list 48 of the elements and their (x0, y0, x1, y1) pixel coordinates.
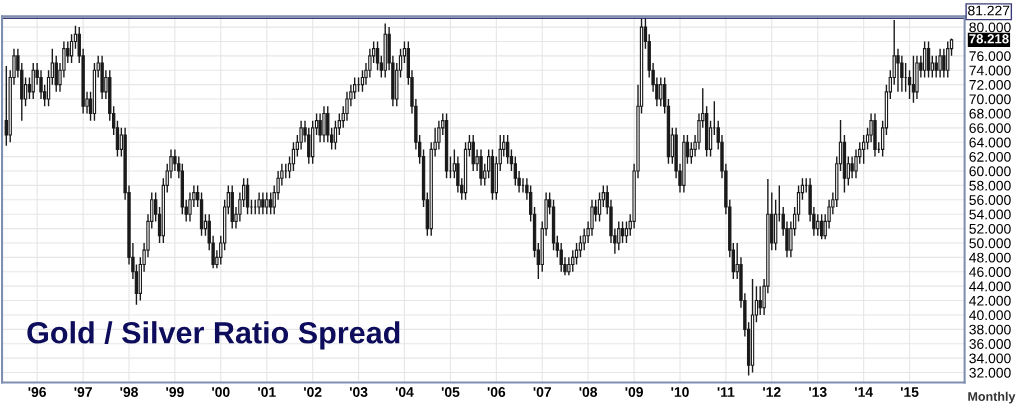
y-tick-label: 32.000 (969, 367, 1011, 378)
x-tick-label: '11 (717, 387, 735, 397)
y-tick-label: 54.000 (969, 209, 1011, 220)
x-tick-label: '04 (395, 387, 414, 397)
y-tick-label: 40.000 (969, 310, 1011, 321)
y-tick-label: 80.000 (969, 22, 1011, 33)
y-tick-label: 76.000 (969, 51, 1011, 62)
x-tick-label: '01 (258, 387, 276, 397)
text: Gold / Silver Ratio Spread (27, 321, 400, 350)
y-tick-label: 64.000 (969, 137, 1011, 148)
x-tick-label: '10 (671, 387, 689, 397)
x-tick-label: '15 (900, 387, 919, 397)
x-tick-label: '08 (579, 387, 598, 397)
x-tick-label: '99 (166, 387, 184, 397)
text: 78.218 (969, 34, 1009, 44)
y-tick-label: 34.000 (969, 353, 1011, 364)
x-tick-label: '05 (441, 387, 460, 397)
y-tick-label: 72.000 (969, 79, 1011, 90)
y-tick-label: 50.000 (969, 238, 1011, 249)
x-tick-label: '96 (28, 387, 46, 397)
y-tick-label: 62.000 (969, 151, 1011, 162)
y-tick-label: 38.000 (969, 324, 1011, 335)
y-tick-label: 36.000 (969, 339, 1011, 349)
x-tick-label: '09 (625, 387, 643, 397)
y-tick-label: 42.000 (969, 295, 1011, 306)
y-tick-label: 58.000 (969, 180, 1011, 191)
x-tick-label: '97 (74, 387, 92, 397)
y-tick-label: 68.000 (969, 108, 1011, 119)
ref-line-label: 81.227 (968, 5, 1010, 16)
y-tick-label: 56.000 (969, 195, 1011, 205)
y-tick-label: 46.000 (969, 267, 1011, 277)
x-tick-label: '02 (304, 387, 322, 397)
y-tick-label: 52.000 (969, 223, 1011, 234)
x-tick-label: '98 (120, 387, 138, 397)
x-tick-label: '06 (487, 387, 506, 397)
x-tick-label: '03 (349, 387, 368, 397)
y-tick-label: 44.000 (969, 281, 1011, 292)
x-tick-label: '13 (809, 387, 827, 397)
x-tick-label: '07 (533, 387, 551, 397)
y-tick-label: 66.000 (969, 123, 1011, 133)
y-tick-label: 74.000 (969, 65, 1011, 76)
y-tick-label: 60.000 (969, 166, 1011, 177)
x-tick-label: '00 (212, 387, 230, 397)
x-tick-label: '14 (855, 387, 873, 397)
y-tick-label: 70.000 (969, 94, 1011, 105)
y-tick-label: 48.000 (969, 252, 1011, 263)
text: Monthly (968, 391, 1016, 404)
x-tick-label: '12 (763, 387, 781, 397)
